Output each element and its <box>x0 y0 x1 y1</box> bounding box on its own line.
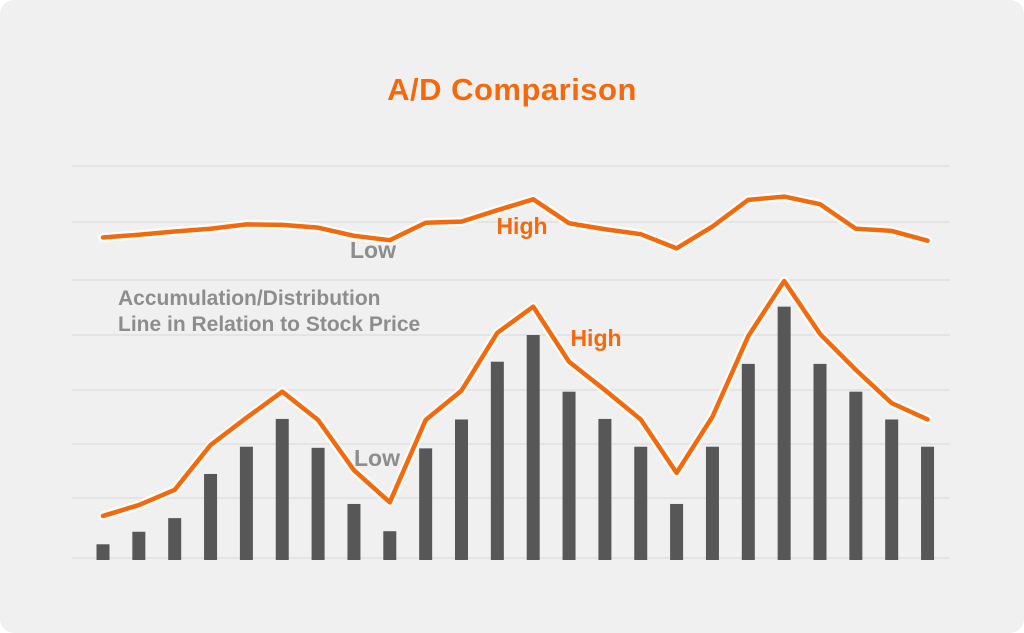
price-bars-bar <box>168 518 182 560</box>
price-bars-bar <box>383 531 397 560</box>
price-bars-bar <box>741 363 755 560</box>
chart-subtitle-line-2: Line in Relation to Stock Price <box>118 313 421 336</box>
chart-subtitle: Accumulation/Distribution Line in Relati… <box>118 286 420 338</box>
price-bars-bar <box>455 419 468 560</box>
chart-subtitle-line-1: Accumulation/Distribution <box>118 287 381 310</box>
price-bars-bar <box>239 446 253 560</box>
price-bars-bar <box>204 473 218 560</box>
price-bars-bar <box>598 418 612 560</box>
price-bars-bar <box>670 503 684 560</box>
price-bars-bar <box>562 391 576 560</box>
price-bars-bar <box>526 335 540 560</box>
price-bars-bar <box>275 418 289 560</box>
price-bars-bar <box>311 447 325 560</box>
chart-title: A/D Comparison <box>387 72 637 107</box>
chart-label-ad-low: Low <box>354 445 400 471</box>
price-bars-bar <box>921 446 935 560</box>
price-bars-bar <box>705 446 719 560</box>
price-bars-bar <box>347 503 361 560</box>
price-bars-bar <box>634 446 648 560</box>
price-bars-bar <box>490 361 504 560</box>
price-bars-bar <box>849 391 863 560</box>
price-bars-bar <box>777 306 791 560</box>
stock-price-line <box>100 194 930 251</box>
chart-label-price-low: Low <box>350 237 396 263</box>
price-bars-bar <box>885 419 899 560</box>
price-bars-bar <box>96 544 110 560</box>
chart-label-price-high: High <box>496 213 547 239</box>
price-bars-bar <box>813 363 827 560</box>
chart-label-ad-high: High <box>570 325 621 351</box>
accumulation-distribution-line <box>100 278 930 519</box>
price-bars-bar <box>419 448 433 560</box>
price-bars-bar <box>132 531 146 560</box>
